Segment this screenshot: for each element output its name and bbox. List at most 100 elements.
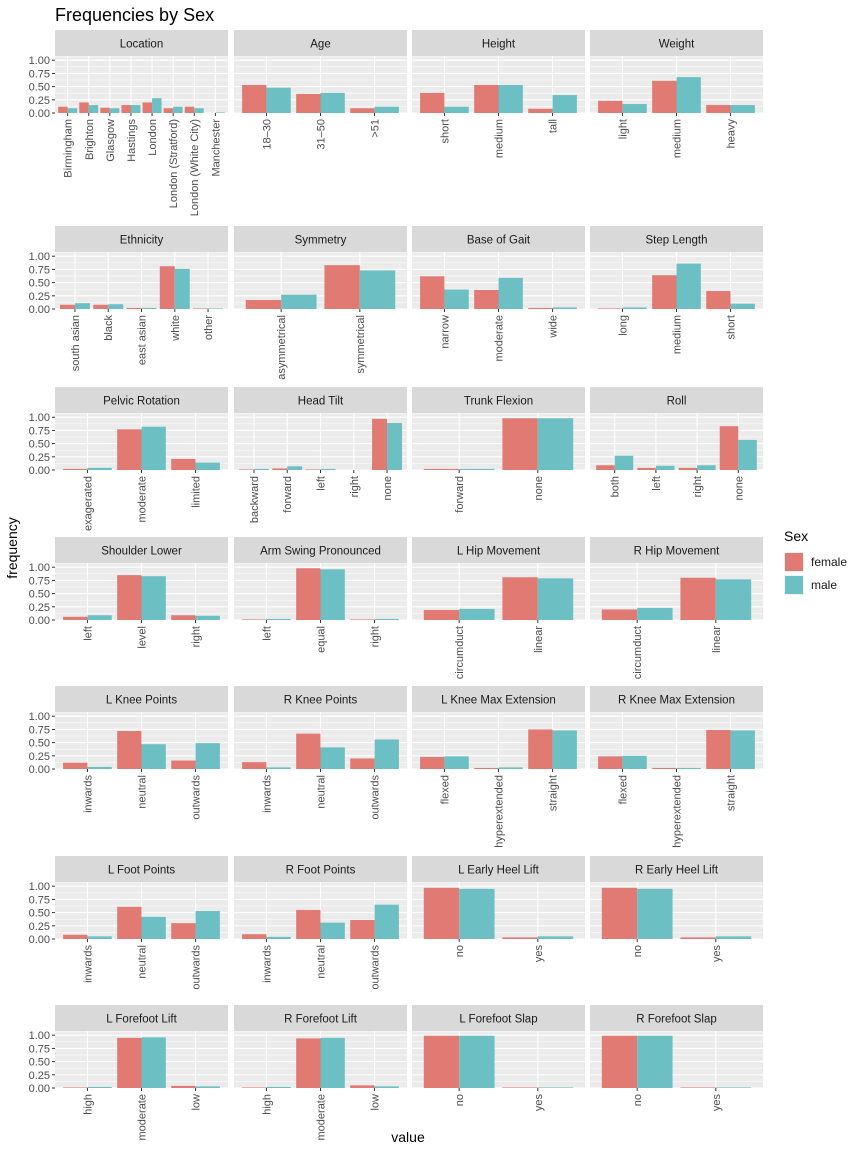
panel-strip [590,856,763,882]
bar-female [652,80,677,113]
bar-male [87,936,112,939]
y-tick-label: 1.00 [29,1030,50,1042]
bar-female [423,468,460,470]
x-tick-label: other [203,315,215,340]
panel-arm-swing-pronounced: Arm Swing Pronounced left equal right [234,537,407,653]
bar-female [296,733,321,769]
bar-male [173,106,183,113]
x-tick-label: asymmetrical [276,315,288,380]
y-tick-label: 1.00 [29,711,50,723]
bar-male [320,1037,345,1088]
bar-female [117,731,142,769]
panel-title: Base of Gait [467,235,531,247]
y-tick-label: 0.25 [29,602,50,614]
panel-title: L Knee Points [106,695,177,707]
bar-female [420,756,445,769]
bar-female [598,100,623,113]
bar-female [59,304,75,309]
bar-female [719,426,739,470]
y-tick-label: 0.25 [29,751,50,763]
panel-head-tilt: Head Tilt backward forward left right none [234,387,407,523]
legend-label-female: female [811,555,847,569]
panel-l-hip-movement: L Hip Movement circumduct linear [412,537,585,679]
bar-female [474,767,499,769]
bar-female [58,106,68,113]
panel-l-forefoot-slap: L Forefoot Slap no yes [412,1005,585,1111]
bar-male [266,1086,291,1088]
x-tick-label: low [370,1094,382,1111]
bar-female [79,102,89,113]
x-tick-label: none [382,476,394,500]
bar-male [195,743,220,769]
bar-male [195,1086,220,1088]
bar-female [63,1087,88,1088]
panel-r-forefoot-slap: R Forefoot Slap no yes [590,1005,763,1111]
x-tick-label: left [316,476,328,491]
bar-male [498,85,523,113]
panel-strip [234,856,407,882]
panel-title: Head Tilt [298,396,344,408]
panel-roll: Roll both left right none [590,387,763,500]
panel-strip [234,30,407,56]
panel-title: L Early Heel Lift [458,865,540,877]
panel-pelvic-rotation: Pelvic Rotation exagerated moderate limited… [29,387,228,531]
bar-male [174,268,190,309]
x-tick-label: exagerated [82,476,94,531]
bar-female [171,760,196,769]
x-tick-label: yes [533,1094,545,1112]
bar-male [374,106,399,113]
x-tick-label: no [632,945,644,957]
bar-female [296,568,321,620]
bar-male [676,767,701,769]
bar-female [474,290,499,309]
panel-strip [412,537,585,563]
bar-female [126,307,142,309]
panel-title: Symmetry [295,235,347,247]
bar-female [350,619,375,620]
bar-male [444,289,469,309]
panel-strip [412,387,585,413]
panel-height: Height short medium tall [412,30,585,158]
x-tick-label: hyperextended [494,775,506,848]
x-tick-label: high [261,1094,273,1115]
y-tick-label: 0.75 [29,68,50,80]
bar-female [502,577,538,620]
bar-female [171,923,196,939]
bar-female [242,1087,267,1088]
bar-female [652,767,677,769]
x-tick-label: Brighton [84,119,96,160]
bar-female [63,934,88,939]
x-tick-label: yes [533,945,545,963]
bar-female [142,102,153,113]
bar-male [537,1087,574,1088]
bar-female [171,1085,196,1088]
bar-female [238,469,254,470]
bar-female [171,615,196,620]
x-tick-label: level [137,626,149,649]
x-tick-label: outwards [191,945,203,990]
x-tick-label: south asian [70,315,82,371]
bar-female [502,1087,538,1088]
bar-male [194,108,204,113]
panel-title: Roll [667,396,687,408]
panel-strip [55,226,228,252]
x-tick-label: moderate [316,1094,328,1140]
y-tick-label: 0.00 [29,304,50,316]
panel-title: R Hip Movement [634,546,720,558]
x-tick-label: low [191,1094,203,1111]
panel-title: L Hip Movement [457,546,541,558]
x-tick-label: >51 [370,119,382,138]
x-tick-label: white [170,315,182,342]
panel-r-knee-max-extension: R Knee Max Extension flexed hyperextended s… [590,686,763,848]
y-tick-label: 1.00 [29,55,50,67]
bar-male [622,307,647,309]
bar-female [372,418,388,470]
panel-strip [234,387,407,413]
x-tick-label: inwards [82,945,94,983]
panel-strip [412,226,585,252]
bar-female [502,937,538,939]
bar-female [652,275,677,309]
bar-male [287,466,303,470]
